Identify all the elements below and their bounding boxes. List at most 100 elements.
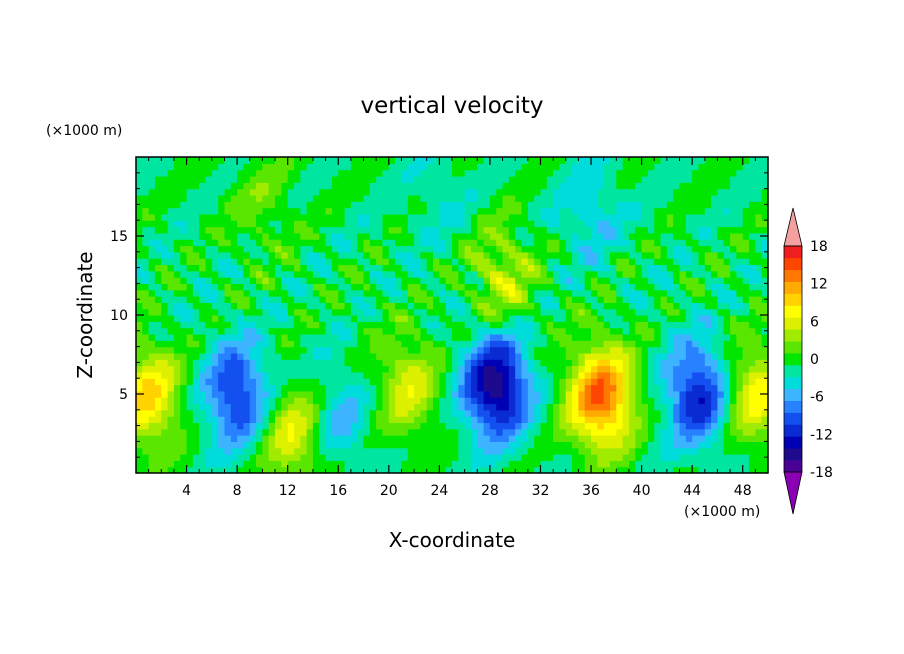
field-cell [628, 251, 636, 259]
field-cell [628, 454, 636, 461]
field-cell [433, 283, 440, 291]
field-cell [224, 188, 232, 196]
field-cell [369, 251, 377, 259]
field-cell [597, 188, 605, 196]
field-cell [742, 258, 750, 266]
field-cell [647, 390, 655, 398]
field-cell [331, 296, 339, 303]
field-cell [610, 397, 617, 405]
field-cell [711, 207, 719, 215]
field-cell [553, 454, 561, 461]
field-cell [388, 327, 396, 335]
field-cell [610, 289, 617, 297]
field-cell [445, 321, 453, 329]
field-cell [382, 207, 390, 215]
field-cell [641, 201, 649, 209]
field-cell [546, 390, 554, 398]
field-cell [173, 232, 181, 240]
field-cell [597, 296, 605, 303]
field-cell [742, 245, 750, 253]
field-cell [553, 315, 561, 322]
field-cell [331, 163, 339, 171]
field-cell [376, 239, 384, 247]
field-cell [755, 435, 763, 442]
field-cell [616, 333, 624, 341]
field-cell [148, 163, 156, 171]
field-cell [148, 245, 156, 253]
field-cell [395, 245, 403, 253]
field-cell [723, 175, 731, 183]
field-cell [319, 245, 327, 253]
field-cell [654, 409, 662, 417]
field-cell [369, 409, 377, 417]
field-cell [597, 346, 605, 354]
field-cell [761, 371, 768, 379]
field-cell [464, 447, 472, 455]
field-cell [199, 447, 207, 455]
field-cell [344, 157, 352, 164]
field-cell [433, 308, 440, 316]
field-cell [445, 188, 453, 196]
field-cell [344, 175, 352, 183]
field-cell [711, 447, 719, 455]
field-cell [350, 201, 358, 209]
field-cell [249, 384, 257, 392]
field-cell [395, 163, 403, 171]
field-cell [610, 321, 617, 329]
field-cell [148, 188, 156, 196]
field-cell [407, 163, 415, 171]
field-cell [154, 175, 162, 183]
field-cell [603, 447, 611, 455]
field-cell [502, 327, 510, 335]
field-cell [388, 201, 396, 209]
field-cell [464, 403, 472, 411]
field-cell [597, 333, 605, 341]
field-cell [224, 258, 232, 266]
field-cell [654, 289, 662, 297]
field-cell [433, 371, 440, 379]
field-cell [685, 201, 693, 209]
field-cell [218, 454, 226, 461]
field-cell [395, 365, 403, 373]
field-cell [262, 447, 270, 455]
field-cell [660, 289, 668, 297]
field-cell [654, 270, 662, 278]
field-cell [433, 435, 440, 442]
field-cell [470, 371, 478, 379]
field-cell [679, 403, 687, 411]
field-cell [312, 333, 320, 341]
field-cell [711, 251, 719, 259]
field-cell [281, 245, 289, 253]
field-cell [148, 371, 156, 379]
field-cell [635, 441, 643, 449]
field-cell [704, 182, 712, 190]
field-cell [527, 428, 535, 436]
field-cell [445, 371, 453, 379]
field-cell [660, 194, 668, 202]
field-cell [692, 270, 700, 278]
field-cell [616, 283, 624, 291]
field-cell [211, 447, 219, 455]
field-cell [723, 157, 731, 164]
field-cell [281, 277, 289, 284]
field-cell [597, 378, 605, 386]
field-cell [647, 289, 655, 297]
field-cell [350, 352, 358, 360]
field-cell [338, 277, 346, 284]
field-cell [306, 315, 314, 322]
field-cell [199, 232, 207, 240]
field-cell [268, 296, 276, 303]
field-cell [730, 390, 737, 398]
field-cell [249, 371, 257, 379]
field-cell [142, 409, 150, 417]
field-cell [711, 397, 719, 405]
field-cell [300, 365, 308, 373]
field-cell [534, 315, 542, 322]
field-cell [420, 428, 428, 436]
field-cell [249, 245, 257, 253]
field-cell [666, 258, 674, 266]
field-cell [616, 201, 624, 209]
field-cell [357, 435, 365, 442]
field-cell [660, 371, 668, 379]
field-cell [369, 365, 377, 373]
